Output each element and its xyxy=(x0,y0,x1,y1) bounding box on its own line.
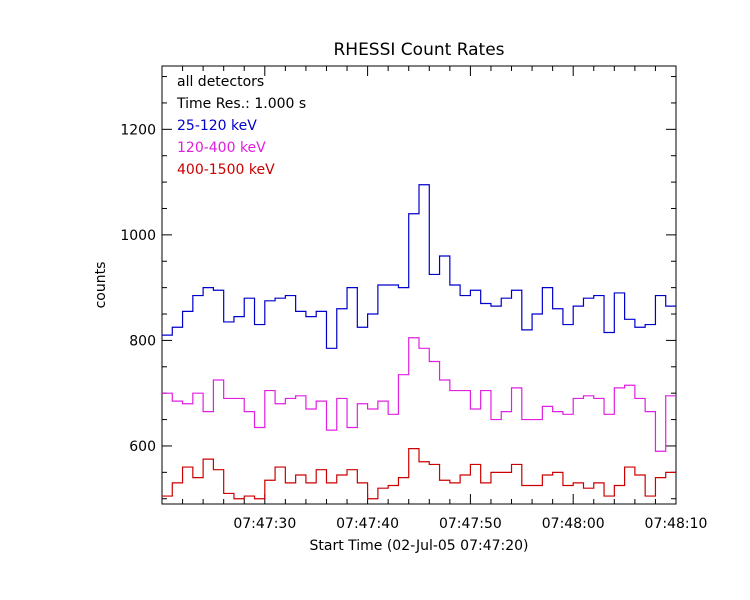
series-line-2 xyxy=(162,447,676,500)
y-tick-label-3: 1200 xyxy=(120,122,156,138)
y-tick-label-1: 800 xyxy=(129,333,156,349)
legend: all detectors Time Res.: 1.000 s 25-120 … xyxy=(176,74,306,178)
plot-frame xyxy=(161,65,677,505)
x-axis-ticks: 07:47:30 07:47:40 07:47:50 07:48:00 07:48:10 xyxy=(161,66,708,532)
x-tick-label-3: 07:48:00 xyxy=(542,516,605,532)
x-tick-label-2: 07:47:50 xyxy=(439,516,502,532)
legend-entry-25-120-kev: 25-120 keV xyxy=(177,118,257,134)
y-tick-label-2: 1000 xyxy=(120,228,156,244)
chart-title: RHESSI Count Rates xyxy=(333,40,504,60)
legend-entry-400-1500-kev: 400-1500 keV xyxy=(177,162,275,178)
x-tick-label-4: 07:48:10 xyxy=(645,516,708,532)
y-axis-label: counts xyxy=(93,262,109,309)
x-tick-label-0: 07:47:30 xyxy=(233,516,296,532)
y-tick-label-0: 600 xyxy=(129,439,156,455)
annotation-detectors: all detectors xyxy=(177,74,264,90)
series-group xyxy=(162,184,676,500)
x-axis-label: Start Time (02-Jul-05 07:47:20) xyxy=(309,538,528,554)
legend-entry-120-400-kev: 120-400 keV xyxy=(177,140,266,156)
y-axis-ticks: 600 800 1000 1200 xyxy=(120,76,676,500)
x-tick-label-1: 07:47:40 xyxy=(336,516,399,532)
series-line-0 xyxy=(162,184,676,349)
series-line-1 xyxy=(162,337,676,452)
annotation-time-resolution: Time Res.: 1.000 s xyxy=(176,96,306,112)
